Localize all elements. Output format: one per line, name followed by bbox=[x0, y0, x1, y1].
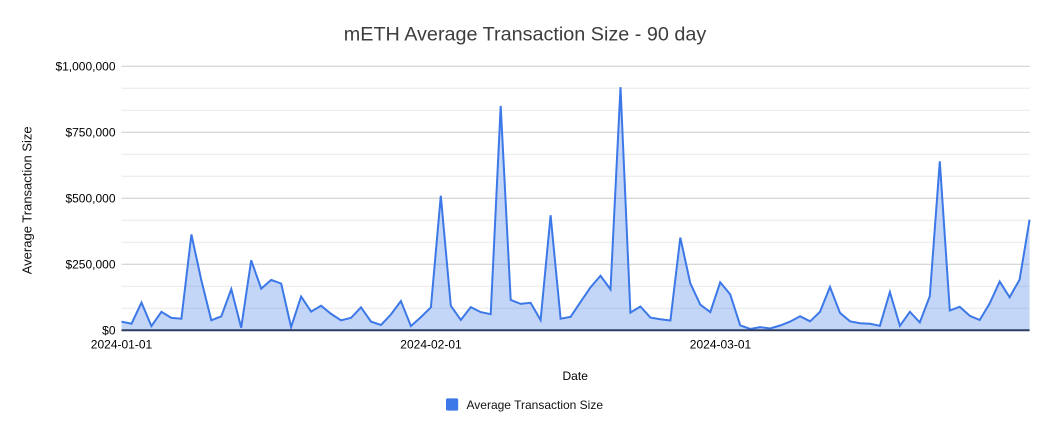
svg-text:Date: Date bbox=[563, 369, 589, 383]
svg-text:$0: $0 bbox=[102, 324, 116, 338]
svg-text:mETH Average Transaction Size: mETH Average Transaction Size - 90 day bbox=[344, 24, 707, 46]
svg-text:$250,000: $250,000 bbox=[65, 258, 115, 272]
svg-text:2024-01-01: 2024-01-01 bbox=[91, 338, 153, 352]
svg-text:$500,000: $500,000 bbox=[65, 192, 115, 206]
svg-text:2024-02-01: 2024-02-01 bbox=[400, 338, 462, 352]
svg-text:$750,000: $750,000 bbox=[65, 126, 115, 140]
svg-text:$1,000,000: $1,000,000 bbox=[55, 60, 115, 74]
svg-text:Average Transaction Size: Average Transaction Size bbox=[467, 398, 604, 412]
svg-text:2024-03-01: 2024-03-01 bbox=[690, 338, 752, 352]
svg-text:Average Transaction Size: Average Transaction Size bbox=[20, 126, 35, 274]
